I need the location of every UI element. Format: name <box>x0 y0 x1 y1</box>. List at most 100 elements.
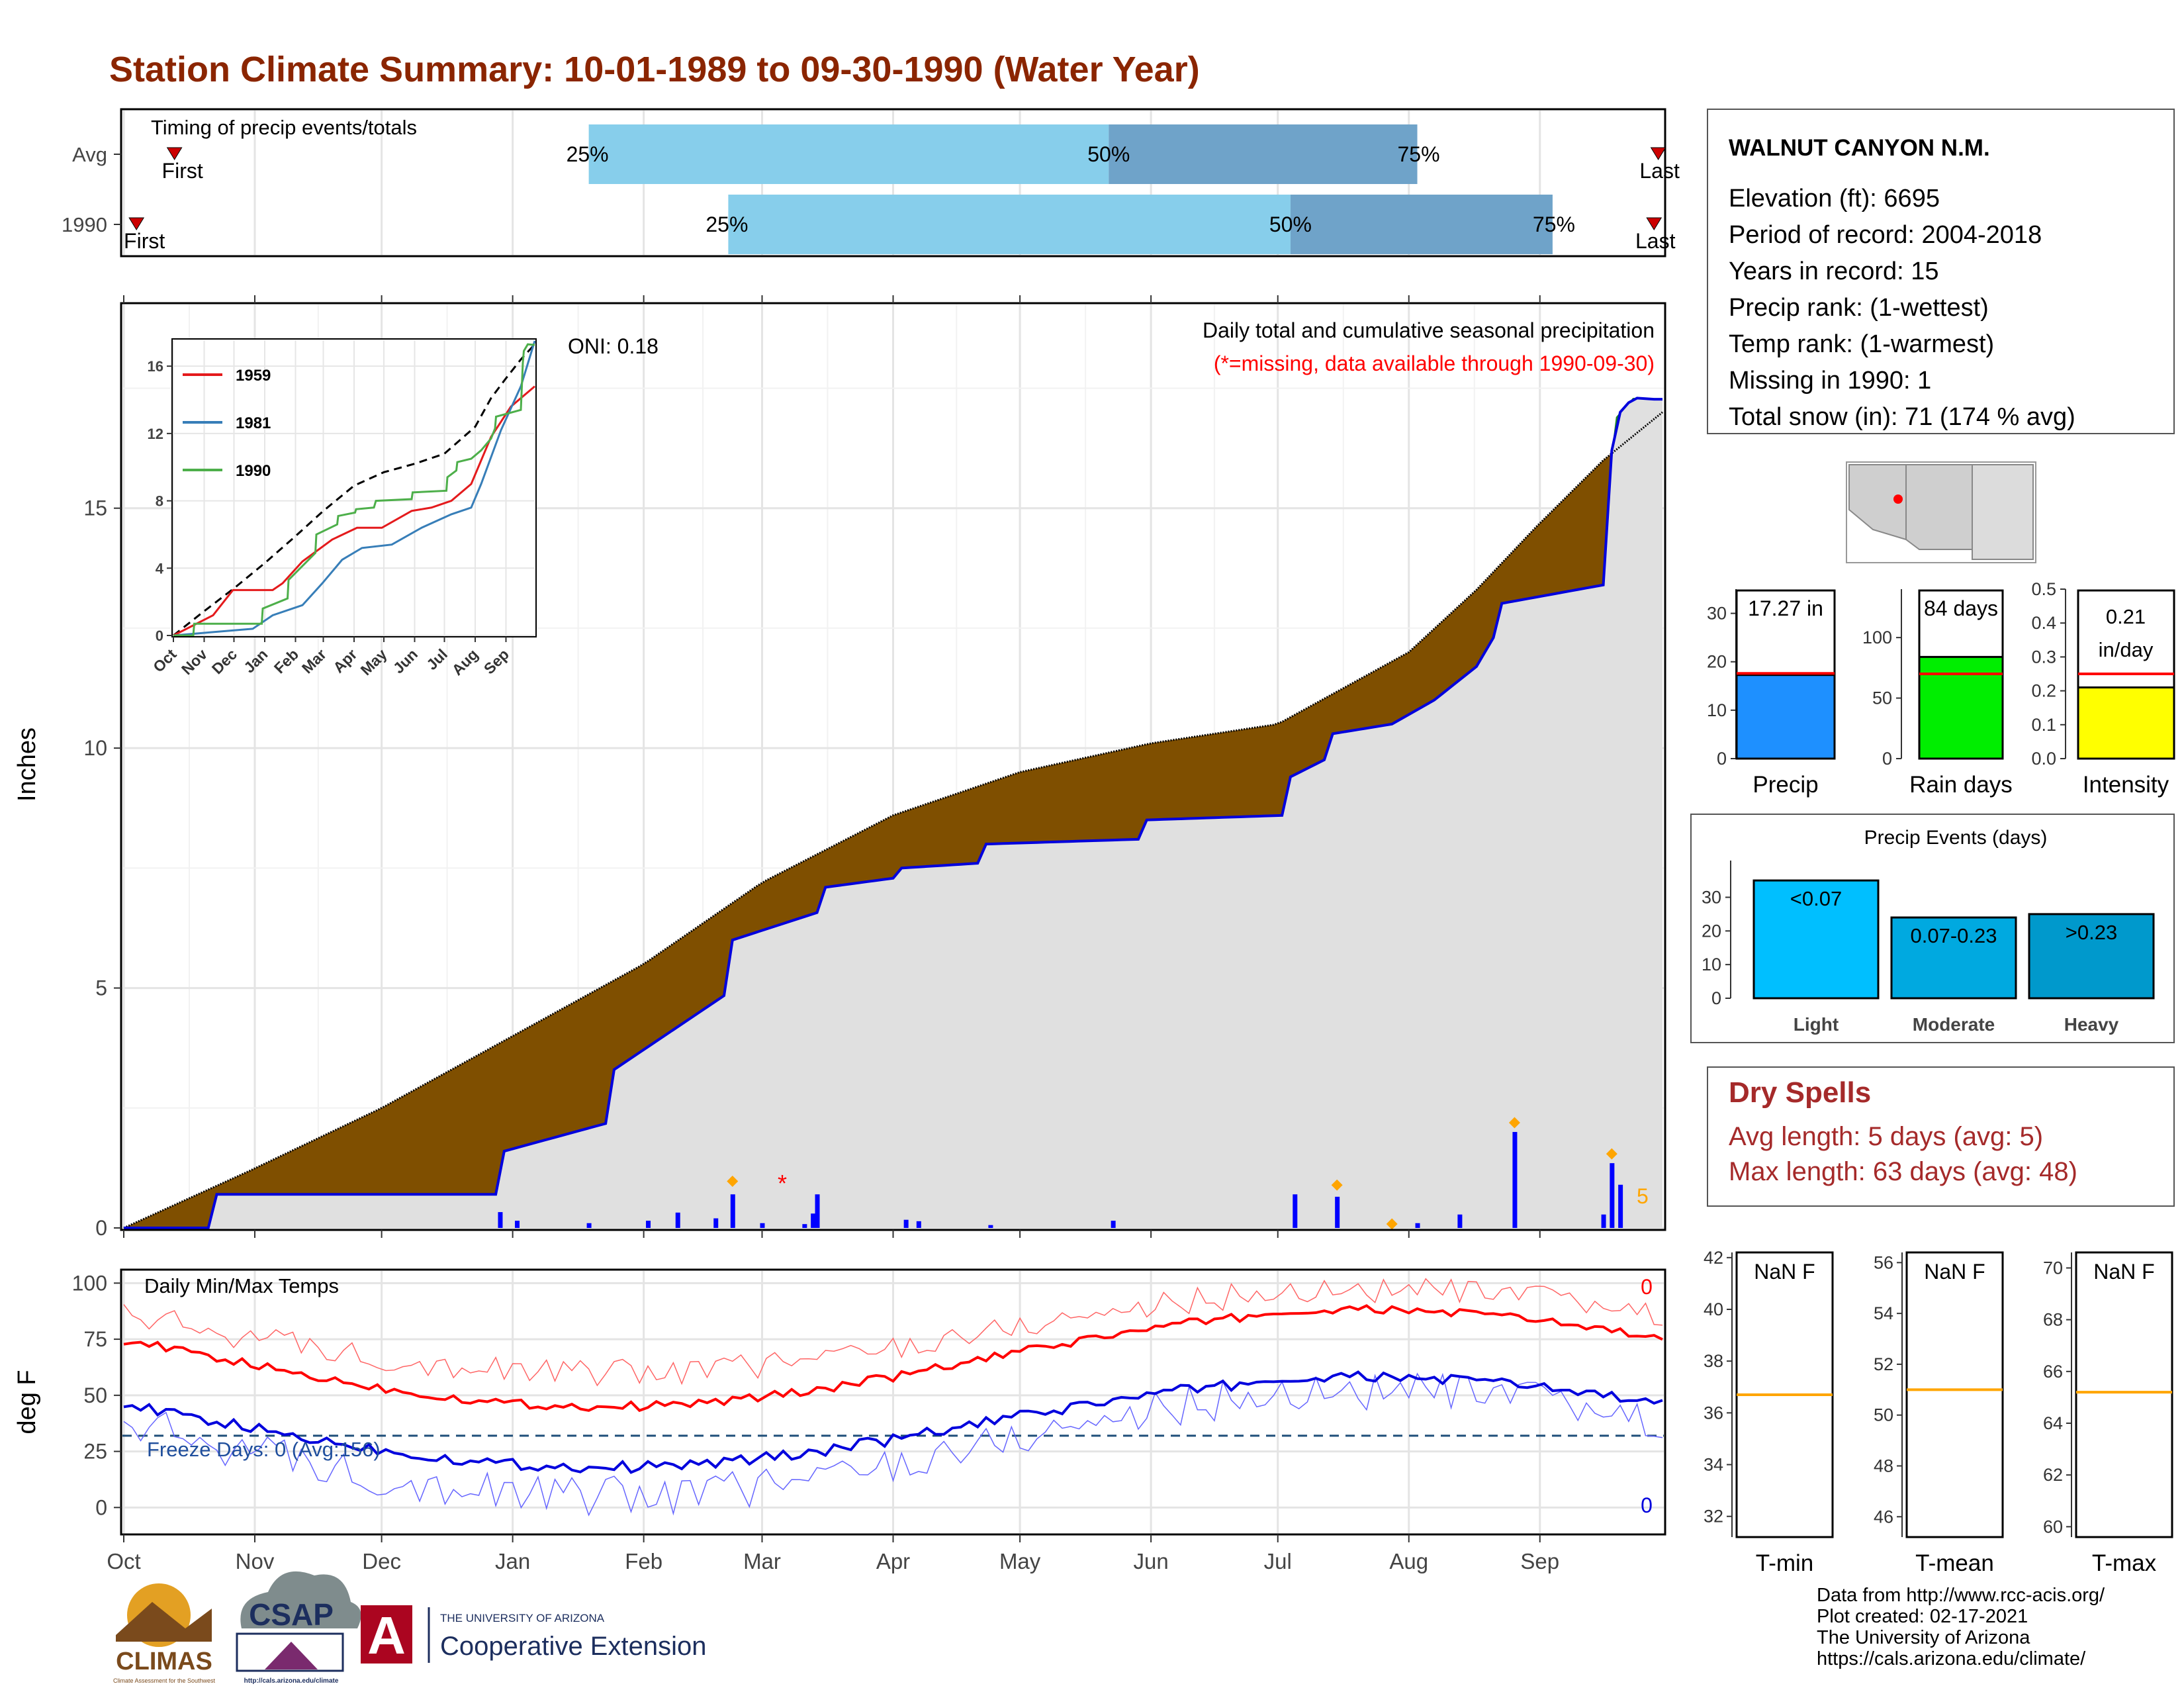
temp-panel: 0 25 50 75 100 Oct Nov Dec Jan Feb Mar Apr May Jun Jul… <box>13 1268 1666 1573</box>
summary-tick-label: 0 <box>1882 749 1892 769</box>
month-tick-label: Apr <box>876 1549 910 1573</box>
last-event-label: Last <box>1639 159 1680 183</box>
month-tick-label: Feb <box>625 1549 662 1573</box>
summary-tick-label: 0.3 <box>2031 647 2056 667</box>
csap-logo: CSAP http://cals.arizona.edu/climate <box>236 1571 361 1685</box>
summary-tick-label: 0.4 <box>2031 613 2056 633</box>
timing-75-label: 75% <box>1398 142 1440 166</box>
precip-panel-subtitle: (*=missing, data available through 1990-… <box>1214 352 1655 375</box>
month-tick-label: May <box>999 1549 1041 1573</box>
max-count-label: 0 <box>1641 1275 1653 1299</box>
temp-box-tick-label: 32 <box>1704 1507 1723 1526</box>
event-range-label: <0.07 <box>1790 887 1842 910</box>
station-box-frame <box>1707 109 2175 434</box>
summary-bar <box>2077 686 2175 760</box>
avg-min-temp-line <box>123 1370 1663 1474</box>
summary-value-label: in/day <box>2099 638 2154 661</box>
daily-precip-bar <box>811 1213 816 1228</box>
year-cumulative-line <box>124 397 1662 1229</box>
climas-logo-landscape <box>116 1602 212 1642</box>
temp-box-tick-label: 40 <box>1704 1299 1723 1319</box>
summary-bars: 0 10 20 30 17.27 in Precip 0 50 100 84 days Rain d… <box>1707 579 2175 798</box>
summary-value-label: 0.21 <box>2106 605 2146 628</box>
timing-bar-early <box>588 124 1109 184</box>
map-arizona-state <box>1848 464 1907 541</box>
inset-1990-line <box>173 343 535 637</box>
temp-box-value-label: NaN F <box>1924 1260 1985 1284</box>
inset-1959-line <box>173 385 535 637</box>
month-tick-label: Jun <box>1134 1549 1169 1573</box>
page-title: Station Climate Summary: 10-01-1989 to 0… <box>109 50 1200 89</box>
precip-y-tick-label: 0 <box>95 1216 107 1240</box>
avg-cumulative-line <box>123 411 1663 1229</box>
daily-precip-bar <box>1610 1163 1615 1228</box>
temp-lines <box>123 1278 1663 1517</box>
heavy-event-marker <box>1606 1148 1617 1160</box>
temp-box-tick-label: 56 <box>1874 1252 1893 1272</box>
events-tick-label: 20 <box>1702 921 1721 941</box>
precip-events-panel: Precip Events (days) 0 10 20 30 <0.07 Light 0.… <box>1690 814 2175 1043</box>
events-tick-label: 10 <box>1702 955 1721 974</box>
dry-spells-max: Max length: 63 days (avg: 48) <box>1729 1157 2077 1186</box>
station-line: Temp rank: (1-warmest) <box>1729 330 1994 358</box>
inset-lines <box>173 340 536 637</box>
csap-cloud-icon <box>240 1571 361 1628</box>
inset-y-tick-label: 0 <box>156 628 163 644</box>
station-line: Period of record: 2004-2018 <box>1729 221 2042 249</box>
temp-box-tick-label: 64 <box>2043 1413 2063 1433</box>
temp-box-tick-label: 38 <box>1704 1351 1723 1371</box>
station-line: Precip rank: (1-wettest) <box>1729 294 1989 322</box>
timing-75-label: 75% <box>1533 212 1575 236</box>
timing-50-label: 50% <box>1269 212 1312 236</box>
summary-tick-label: 0.0 <box>2031 749 2056 769</box>
map-new-mexico-state <box>1905 464 1973 550</box>
timing-row-avg-label: Avg <box>72 143 107 166</box>
daily-precip-bar <box>646 1221 651 1228</box>
csap-logo-text: CSAP <box>249 1597 334 1632</box>
summary-tick-label: 30 <box>1707 604 1727 624</box>
heavy-event-marker <box>1386 1218 1398 1230</box>
precip-y-tick-label: 15 <box>83 496 107 520</box>
timing-50-label: 50% <box>1087 142 1130 166</box>
daily-precip-bar <box>713 1218 719 1228</box>
daily-precip-bar <box>675 1212 680 1228</box>
temp-box-label: T-mean <box>1915 1550 1994 1576</box>
daily-precip-bar <box>760 1223 765 1228</box>
freeze-days-label: Freeze Days: 0 (Avg:156) <box>147 1438 381 1461</box>
month-tick-label: Jul <box>1264 1549 1292 1573</box>
temp-box-tick-label: 34 <box>1704 1455 1723 1475</box>
timing-bars: 25% 50% 75% First Last 25% 50% 75% First Last <box>114 124 1680 254</box>
daily-precip-bar <box>815 1194 820 1228</box>
precip-daily-bars <box>498 1117 1623 1230</box>
last-event-label: Last <box>1635 229 1676 253</box>
station-line: Years in record: 15 <box>1729 258 1939 285</box>
summary-bar-label: Intensity <box>2083 772 2169 798</box>
csap-mountain-icon <box>265 1642 318 1669</box>
temp-y-tick-label: 50 <box>83 1383 107 1407</box>
right-count-label: 5 <box>1637 1184 1649 1208</box>
temp-box-frame <box>1905 1251 2004 1538</box>
temp-box-value-label: NaN F <box>1754 1260 1815 1284</box>
timing-bar-late <box>1109 124 1418 184</box>
event-category-label: Light <box>1794 1014 1839 1035</box>
inset-legend: 1959 1981 1990 <box>183 367 271 480</box>
daily-precip-bar <box>1293 1194 1298 1228</box>
climas-logo-text: CLIMAS <box>116 1648 212 1675</box>
summary-tick-label: 10 <box>1707 700 1727 720</box>
inset-gridlines <box>173 340 535 636</box>
event-bar <box>2028 913 2155 1000</box>
summary-value-label: 84 days <box>1924 596 1998 620</box>
temp-box-tick-label: 46 <box>1874 1507 1893 1526</box>
station-location-marker <box>1893 494 1903 504</box>
footer-line: Data from http://www.rcc-acis.org/ <box>1817 1585 2105 1606</box>
precip-panel-title: Daily total and cumulative seasonal prec… <box>1203 318 1655 342</box>
inset-avg-line <box>173 344 536 637</box>
inset-y-tick-label: 16 <box>148 358 163 375</box>
station-line: Elevation (ft): 6695 <box>1729 185 1940 212</box>
daily-precip-bar <box>1335 1196 1340 1228</box>
month-tick-label: Aug <box>1389 1549 1428 1573</box>
month-tick-label: Oct <box>107 1549 140 1573</box>
inset-legend-label: 1990 <box>236 462 271 480</box>
daily-precip-bar <box>515 1221 520 1228</box>
csap-url: http://cals.arizona.edu/climate <box>244 1677 339 1685</box>
